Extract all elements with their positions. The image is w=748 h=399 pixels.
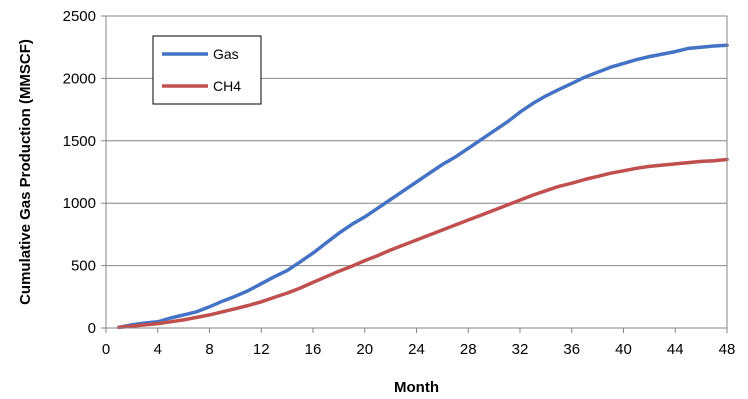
y-tick-labels: 0 500 1000 1500 2000 2500: [63, 8, 96, 337]
y-tick-label: 2000: [63, 70, 96, 87]
x-tick-label: 40: [615, 341, 632, 358]
x-tick-label: 36: [563, 341, 580, 358]
y-tick-label: 1500: [63, 133, 96, 150]
x-tick-label: 48: [719, 341, 736, 358]
x-tick-label: 0: [102, 341, 110, 358]
x-tick-label: 16: [305, 341, 322, 358]
x-tick-label: 20: [356, 341, 373, 358]
legend-label-gas: Gas: [213, 46, 239, 62]
x-tick-labels: 0 4 8 12 16 20 24 28 32 36 40 44 48: [102, 341, 736, 358]
x-tick-label: 32: [512, 341, 529, 358]
y-axis-label: Cumulative Gas Production (MMSCF): [17, 39, 34, 305]
legend-label-ch4: CH4: [213, 78, 241, 94]
y-tick-label: 1000: [63, 195, 96, 212]
y-tick-label: 500: [71, 258, 96, 275]
x-axis-label: Month: [394, 379, 439, 396]
x-tick-label: 4: [154, 341, 162, 358]
series-lines: [117, 43, 729, 330]
series-line-ch4: [117, 157, 729, 330]
plot-frame: [105, 15, 728, 329]
x-tick-label: 12: [253, 341, 270, 358]
x-tick-label: 8: [205, 341, 213, 358]
legend: Gas CH4: [152, 35, 262, 105]
x-tick-label: 24: [408, 341, 425, 358]
y-tick-label: 2500: [63, 8, 96, 25]
x-tick-label: 44: [667, 341, 684, 358]
y-tick-label: 0: [88, 320, 96, 337]
legend-box: [152, 35, 262, 105]
x-tick-label: 28: [460, 341, 477, 358]
series-line-gas: [117, 43, 729, 330]
